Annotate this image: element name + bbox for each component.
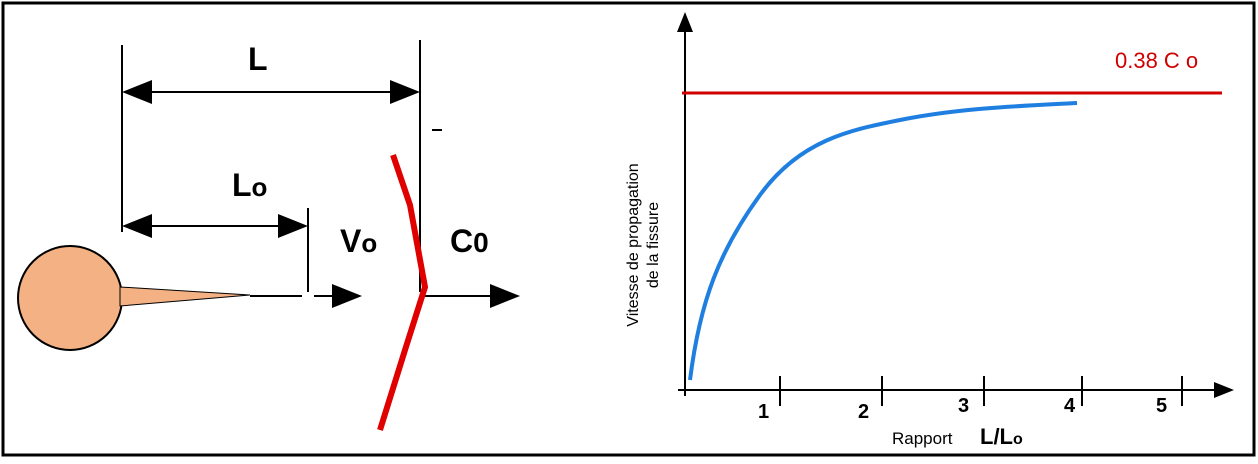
label-main: C	[450, 223, 473, 259]
tick-label: 3	[958, 395, 969, 417]
limit-label: 0.38 C o	[1115, 48, 1198, 73]
ratio-sub: o	[1013, 431, 1023, 448]
page: {"left": {"L": "L", "Lo": {"main": "L", …	[0, 0, 1258, 464]
tick-label: 4	[1064, 395, 1076, 417]
label-L: L	[248, 41, 268, 77]
diagram: L Lo Vo C0 0.38 C o Vitesse de propagati…	[0, 0, 1258, 459]
y-label-line: de la fissure	[645, 202, 662, 288]
tick-label: 1	[758, 401, 769, 423]
x-label: Rapport	[892, 429, 953, 448]
tick-label: 2	[858, 401, 869, 423]
label-Vo: Vo	[340, 223, 377, 259]
ratio-main: L/L	[980, 424, 1013, 449]
tick-label: 5	[1156, 395, 1167, 417]
label-sub: o	[252, 172, 268, 202]
label-Lo: Lo	[232, 167, 267, 203]
label-main: V	[340, 223, 362, 259]
y-label-line: Vitesse de propagation	[625, 163, 642, 326]
label-C0: C0	[450, 223, 489, 259]
label-main: L	[232, 167, 252, 203]
label-sub: 0	[473, 227, 489, 258]
label-sub: o	[361, 228, 377, 258]
hole	[18, 246, 122, 350]
